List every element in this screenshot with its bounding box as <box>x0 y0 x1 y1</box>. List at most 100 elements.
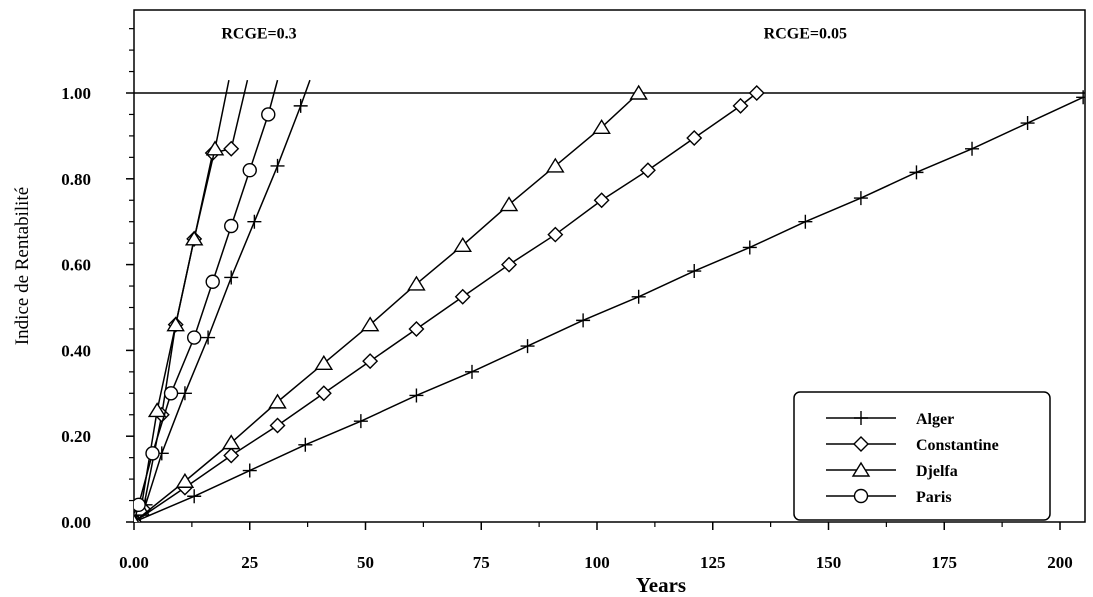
annotations-group: RCGE=0.3 RCGE=0.05 <box>221 26 847 43</box>
data-point <box>221 434 241 450</box>
series-djelfa-rcge-005 <box>134 84 648 522</box>
data-point <box>177 386 192 401</box>
y-ticks-group: 0.00 0.20 0.40 0.60 0.80 1.00 <box>61 28 134 532</box>
series-line <box>134 79 279 522</box>
data-point <box>639 162 656 179</box>
data-point <box>853 191 868 206</box>
data-point <box>147 402 167 418</box>
data-point <box>186 330 202 345</box>
data-point <box>501 256 518 273</box>
legend-entry-djelfa: Djelfa <box>826 461 958 480</box>
legend-entry-paris: Paris <box>826 488 952 506</box>
data-point <box>270 158 285 173</box>
data-point <box>242 163 257 178</box>
data-point <box>163 386 179 401</box>
x-tick-label: 50 <box>357 553 374 572</box>
data-point <box>965 141 980 156</box>
data-point <box>175 472 195 488</box>
y-tick-label: 0.40 <box>61 341 91 360</box>
data-point <box>732 97 749 114</box>
y-tick-label: 0.60 <box>61 256 91 275</box>
data-point <box>293 98 308 113</box>
legend-box <box>793 391 1051 521</box>
x-tick-label: 175 <box>932 553 958 572</box>
data-point <box>261 107 276 122</box>
data-point <box>687 264 702 279</box>
data-point <box>134 497 146 513</box>
x-tick-label: 100 <box>584 553 610 572</box>
data-point <box>268 393 287 409</box>
data-point <box>1020 116 1035 131</box>
data-point <box>464 364 479 379</box>
data-point <box>145 446 160 461</box>
data-point <box>224 218 239 234</box>
legend-marker <box>853 436 869 452</box>
data-point <box>629 84 648 100</box>
data-point <box>187 489 202 504</box>
data-point <box>201 330 216 345</box>
data-point <box>1076 90 1085 105</box>
y-tick-label: 0.00 <box>61 513 91 532</box>
annotation-label: RCGE=0.05 <box>764 26 847 43</box>
legend-label: Djelfa <box>916 463 958 480</box>
data-point <box>546 157 565 173</box>
x-ticks-group: 0.00 25 50 75 100 125 150 175 200 <box>119 522 1073 572</box>
series-paris-rcge-03 <box>134 79 279 522</box>
series-constantine-rcge-03 <box>134 79 249 522</box>
series-group <box>134 79 1085 522</box>
data-point <box>223 140 240 157</box>
y-tick-label: 0.80 <box>61 170 91 189</box>
data-point <box>631 289 646 304</box>
legend-entries: Alger Constantine Djelfa Paris <box>826 411 999 506</box>
series-djelfa-rcge-03 <box>134 79 230 522</box>
data-point <box>742 240 757 255</box>
x-tick-label: 0.00 <box>119 553 149 572</box>
data-point <box>408 320 425 337</box>
x-tick-label: 25 <box>241 553 258 572</box>
plot-frame <box>133 9 1086 523</box>
annotation-label: RCGE=0.3 <box>221 26 296 43</box>
data-point <box>166 316 185 332</box>
series-line <box>134 79 311 522</box>
series-constantine-rcge-005 <box>134 85 765 522</box>
data-point <box>247 214 262 229</box>
data-point <box>547 226 564 243</box>
data-point <box>499 196 519 212</box>
x-tick-label: 125 <box>700 553 726 572</box>
data-point <box>224 270 239 285</box>
data-point <box>242 463 257 478</box>
data-point <box>407 275 426 291</box>
legend-label: Constantine <box>916 437 999 454</box>
data-point <box>592 118 611 135</box>
data-point <box>298 437 313 452</box>
x-tick-label: 150 <box>816 553 842 572</box>
data-point <box>909 165 924 180</box>
legend-label: Paris <box>916 489 952 506</box>
data-point <box>576 313 591 328</box>
data-point <box>520 339 535 354</box>
data-point <box>686 130 703 147</box>
data-point <box>360 316 380 332</box>
data-point <box>362 353 379 370</box>
data-point <box>314 354 334 370</box>
data-point <box>798 214 813 229</box>
x-tick-label: 200 <box>1047 553 1073 572</box>
x-axis-title: Years <box>636 573 686 597</box>
data-point <box>223 447 240 464</box>
legend-label: Alger <box>916 411 954 428</box>
series-line <box>134 96 1084 522</box>
y-axis-title: Indice de Rentabilité <box>12 187 33 345</box>
legend-entry-alger: Alger <box>826 411 954 428</box>
data-point <box>748 85 765 101</box>
x-tick-label: 75 <box>473 553 490 572</box>
data-point <box>315 385 332 402</box>
data-point <box>134 513 140 522</box>
legend: Alger Constantine Djelfa Paris <box>793 391 1051 521</box>
data-point <box>184 230 204 246</box>
y-tick-label: 1.00 <box>61 84 91 103</box>
data-point <box>205 140 225 156</box>
data-point <box>269 417 286 434</box>
legend-marker <box>851 461 871 477</box>
data-point <box>205 274 220 289</box>
